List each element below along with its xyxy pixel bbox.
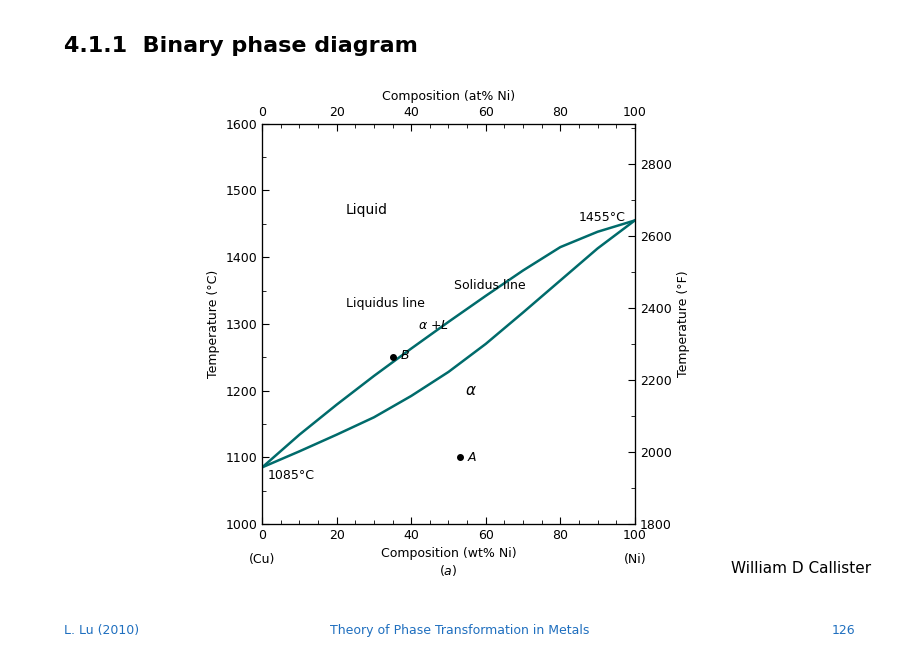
Text: 1085°C: 1085°C [267,469,314,482]
Text: (Ni): (Ni) [623,553,645,566]
Text: $\alpha$ +$L$: $\alpha$ +$L$ [418,319,448,332]
X-axis label: Composition (wt% Ni): Composition (wt% Ni) [380,547,516,561]
Text: Solidus line: Solidus line [453,279,525,292]
Text: 1455°C: 1455°C [578,211,625,223]
Text: $A$: $A$ [467,451,477,464]
Text: 126: 126 [831,624,855,637]
Y-axis label: Temperature (°C): Temperature (°C) [207,270,220,378]
Text: Liquid: Liquid [346,203,387,217]
Text: 4.1.1  Binary phase diagram: 4.1.1 Binary phase diagram [64,36,418,56]
Text: (Cu): (Cu) [249,553,275,566]
Text: $B$: $B$ [400,350,410,363]
X-axis label: Composition (at% Ni): Composition (at% Ni) [381,90,515,104]
Text: $(a)$: $(a)$ [439,563,457,578]
Y-axis label: Temperature (°F): Temperature (°F) [676,271,689,377]
Text: $\alpha$: $\alpha$ [464,383,476,398]
Text: William D Callister: William D Callister [731,561,870,576]
Text: L. Lu (2010): L. Lu (2010) [64,624,140,637]
Text: Liquidus line: Liquidus line [346,298,425,311]
Text: Theory of Phase Transformation in Metals: Theory of Phase Transformation in Metals [330,624,589,637]
